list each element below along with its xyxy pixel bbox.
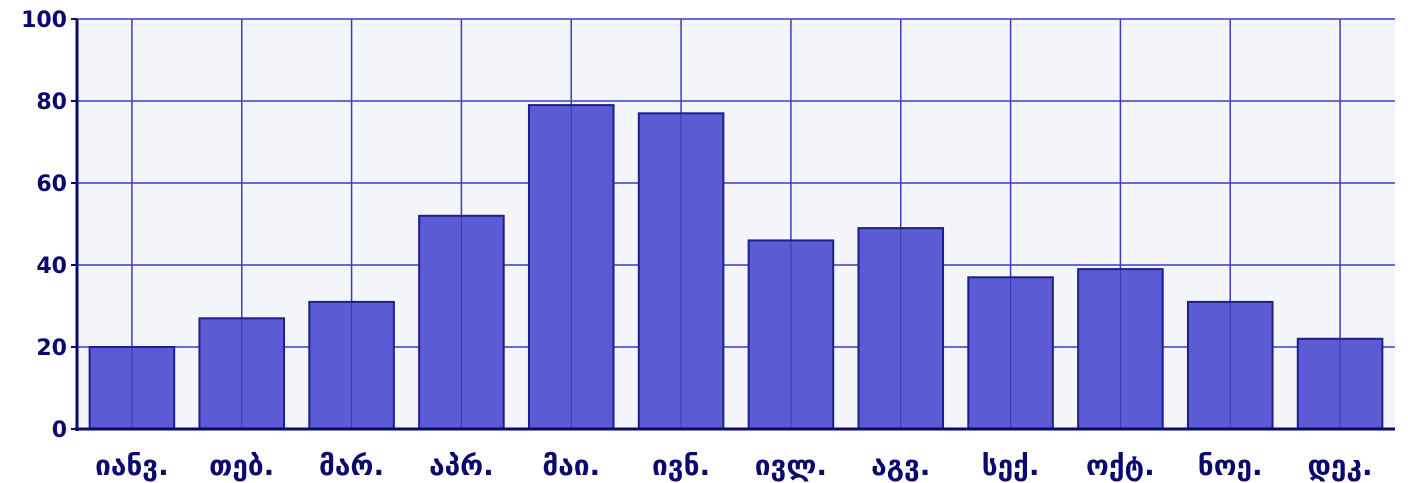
x-category-label: დეკ. xyxy=(1308,449,1373,482)
x-category-labels: იანვ. თებ. მარ. აპრ. მაი. ივნ. ივლ. აგვ. სექ. ოქტ… xyxy=(95,449,1373,482)
x-category-label: თებ. xyxy=(209,449,274,482)
y-tick-label: 80 xyxy=(36,90,67,115)
x-category-label: ოქტ. xyxy=(1086,449,1155,482)
x-category-label: ნოე. xyxy=(1198,449,1263,482)
x-category-label: აგვ. xyxy=(871,449,930,482)
plot-background xyxy=(77,19,1395,429)
axes xyxy=(75,19,1395,431)
x-category-label: მარ. xyxy=(319,449,384,482)
y-tick-labels: 0 20 40 60 80 100 xyxy=(21,8,77,443)
x-category-label: აპრ. xyxy=(429,449,494,482)
x-category-label: იანვ. xyxy=(95,449,169,482)
bars xyxy=(88,104,1384,431)
x-category-label: ივლ. xyxy=(755,449,827,482)
x-category-label: მაი. xyxy=(542,449,600,482)
x-category-label: სექ. xyxy=(982,449,1040,482)
y-tick-label: 0 xyxy=(52,418,67,443)
y-tick-label: 20 xyxy=(36,336,67,361)
y-tick-label: 100 xyxy=(21,8,67,33)
y-tick-label: 60 xyxy=(36,172,67,197)
y-tick-label: 40 xyxy=(36,254,67,279)
x-category-label: ივნ. xyxy=(652,449,710,482)
